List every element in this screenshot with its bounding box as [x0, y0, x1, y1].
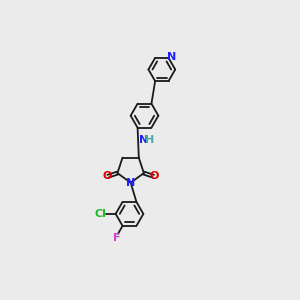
Text: H: H — [145, 135, 154, 145]
Text: Cl: Cl — [94, 208, 106, 219]
Text: F: F — [113, 233, 121, 243]
Text: N: N — [167, 52, 176, 62]
Text: N: N — [139, 135, 148, 145]
Text: O: O — [150, 171, 159, 181]
Text: N: N — [126, 178, 135, 188]
Text: O: O — [102, 171, 112, 181]
